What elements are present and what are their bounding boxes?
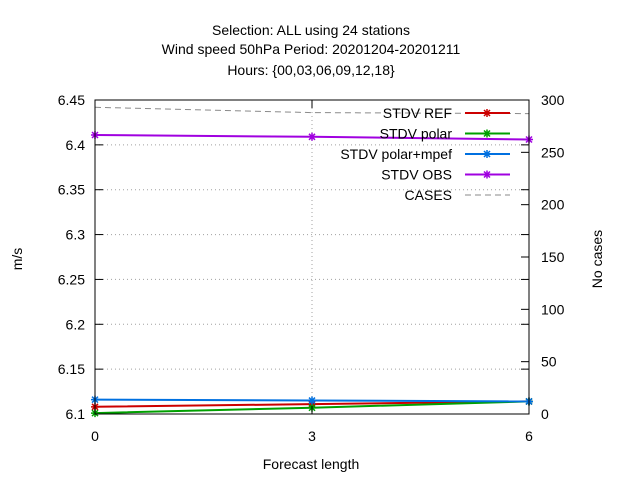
legend: STDV REF STDV polar STDV polar+mpef STDV OB… [340,105,510,203]
y-tick-label: 6.4 [66,137,86,153]
axis-ticks: 6.1 6.15 6.2 6.25 6.3 6.35 6.4 6.45 0 50 100 150 200… [58,92,565,444]
legend-label: STDV polar+mpef [340,146,452,162]
legend-marker [483,129,491,138]
y-tick-label: 6.1 [66,406,86,422]
chart-title-line-1: Selection: ALL using 24 stations [212,22,410,38]
y-tick-label: 6.45 [58,92,85,108]
y2-tick-label: 150 [541,249,565,265]
series-line-4 [94,106,530,115]
legend-label: CASES [405,187,452,203]
data-point-marker [308,132,316,141]
y2-axis-label: No cases [589,230,605,288]
y-tick-label: 6.3 [66,227,86,243]
y2-tick-label: 250 [541,144,565,160]
legend-marker [483,109,491,117]
y-tick-label: 6.25 [58,271,85,287]
y2-tick-label: 0 [541,406,549,422]
x-tick-label: 6 [525,428,533,444]
y-tick-label: 6.2 [66,316,86,332]
y2-tick-label: 300 [541,92,565,108]
legend-label: STDV REF [383,105,452,121]
data-point-marker [308,396,316,405]
x-tick-label: 3 [308,428,316,444]
y2-tick-label: 100 [541,301,565,317]
grid [95,100,529,414]
y-tick-label: 6.35 [58,182,85,198]
legend-marker [483,150,491,158]
legend-marker [483,170,491,179]
legend-label: STDV polar [380,126,453,142]
chart-title-line-2: Wind speed 50hPa Period: 20201204-202012… [162,41,461,57]
y-axis-label: m/s [9,248,25,271]
x-tick-label: 0 [91,428,99,444]
chart-title-line-3: Hours: {00,03,06,09,12,18} [227,62,395,78]
y-tick-label: 6.15 [58,361,85,377]
x-axis-label: Forecast length [263,456,360,472]
y2-tick-label: 200 [541,197,565,213]
legend-label: STDV OBS [381,167,452,183]
y2-tick-label: 50 [541,354,557,370]
